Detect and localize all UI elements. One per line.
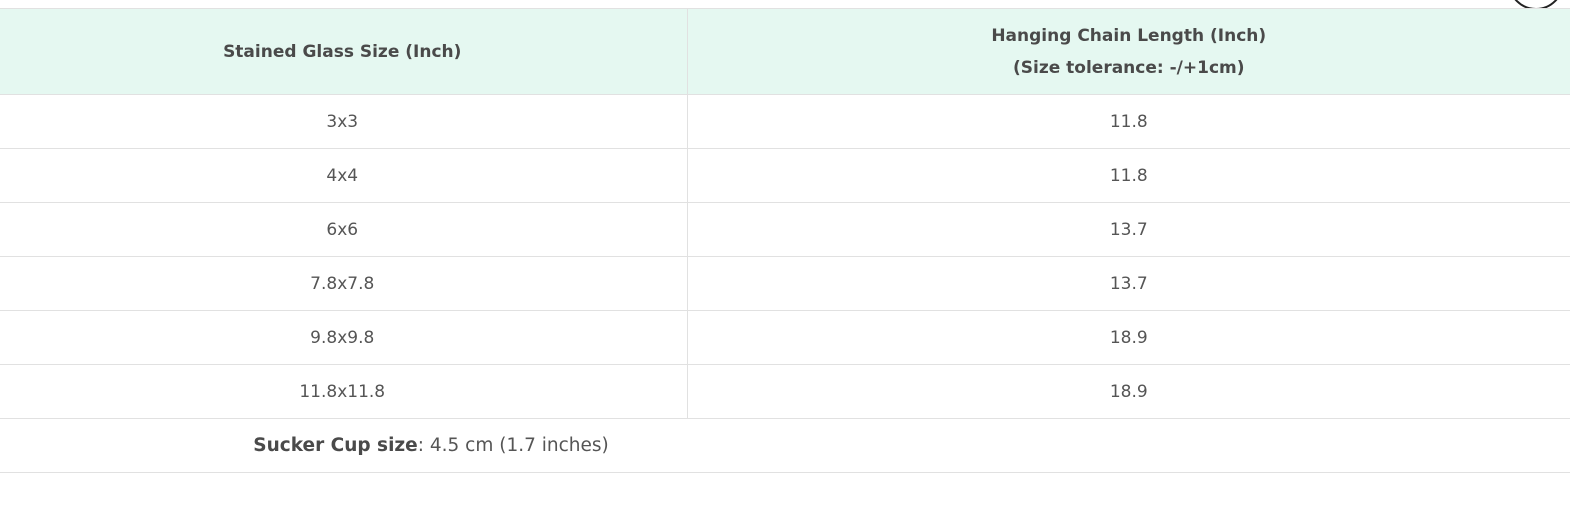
cell-chain-length: 18.9 [687,364,1570,419]
cell-chain-length: 11.8 [687,148,1570,203]
size-chart-table: Stained Glass Size (Inch) Hanging Chain … [0,8,1570,473]
cell-chain-length: 11.8 [687,94,1570,149]
header-stained-glass-size: Stained Glass Size (Inch) [0,8,688,95]
sucker-cup-text: Sucker Cup size: 4.5 cm (1.7 inches) [253,435,609,456]
table-row: 7.8x7.8 13.7 [0,256,1570,311]
cell-size: 11.8x11.8 [0,364,688,419]
cell-size: 9.8x9.8 [0,310,688,365]
cell-size: 6x6 [0,202,688,257]
table-row: 11.8x11.8 18.9 [0,364,1570,419]
sucker-cup-value: : 4.5 cm (1.7 inches) [417,435,609,456]
cell-chain-length: 13.7 [687,256,1570,311]
table-row: 4x4 11.8 [0,148,1570,203]
cell-chain-length: 13.7 [687,202,1570,257]
cell-chain-length: 18.9 [687,310,1570,365]
sucker-cup-cell: Sucker Cup size: 4.5 cm (1.7 inches) [0,418,1570,473]
sucker-cup-label: Sucker Cup size [253,435,418,456]
cell-size: 7.8x7.8 [0,256,688,311]
header-chain-line1: Hanging Chain Length (Inch) [991,25,1267,46]
table-header: Stained Glass Size (Inch) Hanging Chain … [0,8,1570,95]
cell-size: 3x3 [0,94,688,149]
sucker-cup-row: Sucker Cup size: 4.5 cm (1.7 inches) [0,418,1570,473]
header-row: Stained Glass Size (Inch) Hanging Chain … [0,8,1570,95]
table-row: 3x3 11.8 [0,94,1570,149]
cell-size: 4x4 [0,148,688,203]
table-row: 9.8x9.8 18.9 [0,310,1570,365]
table-body: 3x3 11.8 4x4 11.8 6x6 13.7 7.8x7.8 13.7 … [0,94,1570,473]
header-hanging-chain-length: Hanging Chain Length (Inch) (Size tolera… [687,8,1570,95]
header-chain-line2: (Size tolerance: -/+1cm) [1012,57,1245,78]
table-row: 6x6 13.7 [0,202,1570,257]
